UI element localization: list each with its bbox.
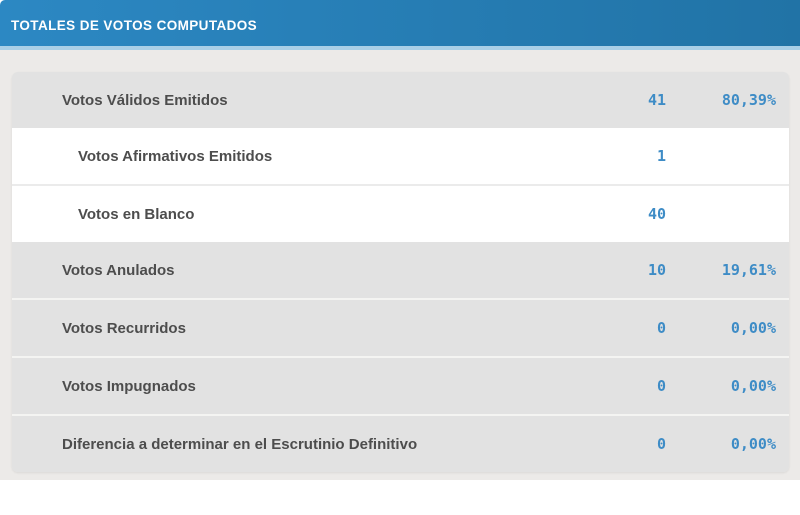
row-label: Votos Recurridos xyxy=(62,319,186,337)
header-accent-strip xyxy=(0,46,800,50)
row-count: 0 xyxy=(656,319,666,337)
row-label: Votos Afirmativos Emitidos xyxy=(78,147,273,165)
votes-table: Votos Válidos Emitidos 41 80,39% Votos A… xyxy=(12,72,789,472)
row-count: 10 xyxy=(647,261,666,279)
page-bottom-spacer xyxy=(0,480,800,515)
row-percent: 80,39% xyxy=(721,91,776,109)
table-row: Votos Impugnados 0 0,00% xyxy=(12,356,789,414)
row-percent: 0,00% xyxy=(730,377,776,395)
row-count: 40 xyxy=(647,205,666,223)
row-percent: 0,00% xyxy=(730,319,776,337)
row-label: Diferencia a determinar en el Escrutinio… xyxy=(62,435,418,453)
content-area: Votos Válidos Emitidos 41 80,39% Votos A… xyxy=(0,50,800,480)
row-count: 0 xyxy=(656,377,666,395)
panel-title: TOTALES DE VOTOS COMPUTADOS xyxy=(11,17,258,33)
table-row: Votos Anulados 10 19,61% xyxy=(12,242,789,298)
row-percent: 0,00% xyxy=(730,435,776,453)
panel-header: TOTALES DE VOTOS COMPUTADOS xyxy=(0,0,800,46)
table-row: Votos Válidos Emitidos 41 80,39% xyxy=(12,72,789,128)
row-label: Votos Válidos Emitidos xyxy=(62,91,228,109)
table-row: Votos Afirmativos Emitidos 1 xyxy=(12,128,789,184)
row-label: Votos Impugnados xyxy=(62,377,196,395)
row-count: 0 xyxy=(656,435,666,453)
table-row: Diferencia a determinar en el Escrutinio… xyxy=(12,414,789,472)
row-count: 1 xyxy=(656,147,666,165)
row-label: Votos en Blanco xyxy=(78,205,195,223)
table-row: Votos en Blanco 40 xyxy=(12,184,789,242)
table-row: Votos Recurridos 0 0,00% xyxy=(12,298,789,356)
row-label: Votos Anulados xyxy=(62,261,175,279)
row-percent: 19,61% xyxy=(721,261,776,279)
row-count: 41 xyxy=(647,91,666,109)
